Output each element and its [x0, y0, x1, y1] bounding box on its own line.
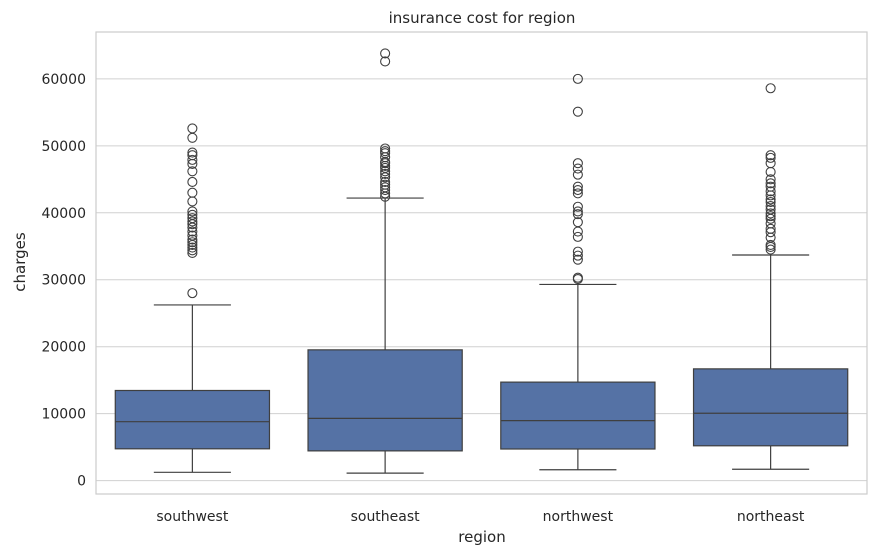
x-tick-label: northwest — [543, 509, 614, 525]
x-tick-label: southeast — [351, 509, 421, 525]
plot-frame — [95, 31, 868, 495]
outlier-point — [765, 150, 776, 161]
y-tick-label: 40000 — [41, 206, 86, 222]
outlier-point — [572, 272, 583, 283]
x-tick-labels: southwest southeast northwest northeast — [156, 509, 804, 525]
outlier-point — [187, 288, 198, 299]
outlier-point — [187, 123, 198, 134]
outlier-point — [380, 48, 391, 59]
outlier-point — [765, 186, 776, 197]
outlier-point — [765, 152, 776, 163]
outlier-point — [380, 56, 391, 67]
outlier-point — [187, 132, 198, 143]
outlier-point — [380, 146, 391, 157]
outlier-point — [187, 216, 198, 227]
box-layer — [114, 48, 849, 474]
outlier-point — [572, 188, 583, 199]
outlier-point — [187, 166, 198, 177]
outlier-point — [572, 231, 583, 242]
outlier-point — [187, 234, 198, 245]
x-tick-label: northeast — [737, 509, 805, 525]
outlier-point — [765, 174, 776, 185]
outlier-point — [765, 239, 776, 250]
x-tick-label: southwest — [156, 509, 228, 525]
outlier-point — [187, 187, 198, 198]
outlier-point — [187, 147, 198, 158]
outlier-point — [187, 206, 198, 217]
outlier-point — [187, 154, 198, 165]
outlier-point — [187, 209, 198, 220]
outlier-point — [187, 150, 198, 161]
outlier-point — [765, 204, 776, 215]
outlier-point — [187, 247, 198, 259]
outlier-point — [765, 244, 776, 255]
y-axis-label: charges — [11, 232, 29, 292]
iqr-box — [692, 368, 849, 447]
iqr-box — [500, 381, 656, 450]
outlier-point — [765, 194, 776, 205]
iqr-box — [114, 389, 271, 450]
box-southwest — [114, 123, 271, 473]
outlier-point — [572, 226, 583, 237]
outlier-point — [572, 206, 583, 217]
y-tick-labels: 0 10000 20000 30000 40000 50000 60000 — [41, 72, 86, 490]
outlier-point — [187, 226, 198, 237]
box-northwest — [500, 73, 656, 471]
outlier-point — [187, 237, 198, 248]
y-tick-label: 20000 — [41, 340, 86, 356]
outlier-point — [187, 242, 198, 253]
y-tick-label: 10000 — [41, 407, 86, 423]
outlier-point — [572, 73, 583, 84]
outlier-point — [765, 201, 776, 212]
outlier-point — [380, 179, 391, 190]
outlier-point — [572, 246, 583, 257]
outlier-point — [380, 143, 391, 154]
outlier-point — [765, 83, 776, 94]
outlier-point — [572, 209, 583, 220]
chart-title: insurance cost for region — [389, 9, 576, 27]
y-tick-label: 0 — [77, 474, 86, 490]
outlier-point — [572, 163, 583, 174]
outlier-point — [765, 223, 776, 234]
outlier-point — [380, 184, 391, 196]
outlier-point — [765, 197, 776, 208]
box-northeast — [692, 83, 849, 470]
outlier-point — [572, 217, 583, 228]
outlier-point — [572, 169, 583, 180]
outlier-point — [765, 158, 776, 169]
outlier-point — [572, 201, 583, 212]
outlier-point — [187, 176, 198, 188]
iqr-box — [307, 349, 463, 452]
y-tick-label: 50000 — [41, 139, 86, 155]
outlier-point — [765, 181, 776, 192]
outlier-point — [380, 182, 391, 193]
outlier-point — [765, 208, 776, 219]
outlier-point — [765, 218, 776, 229]
outlier-point — [765, 211, 776, 222]
outlier-point — [572, 250, 583, 261]
outlier-point — [572, 181, 583, 192]
outlier-point — [380, 176, 391, 188]
outlier-point — [572, 158, 583, 169]
outlier-point — [187, 230, 198, 241]
y-tick-label: 30000 — [41, 273, 86, 289]
outlier-point — [187, 196, 198, 207]
outlier-point — [187, 245, 198, 256]
outlier-point — [572, 254, 583, 265]
outlier-point — [572, 184, 583, 196]
outlier-point — [380, 168, 391, 179]
outlier-point — [572, 106, 583, 117]
x-axis-label: region — [458, 528, 505, 546]
y-tick-label: 60000 — [41, 72, 86, 88]
box-southeast — [307, 48, 463, 474]
outlier-point — [765, 178, 776, 189]
outlier-point — [187, 213, 198, 224]
